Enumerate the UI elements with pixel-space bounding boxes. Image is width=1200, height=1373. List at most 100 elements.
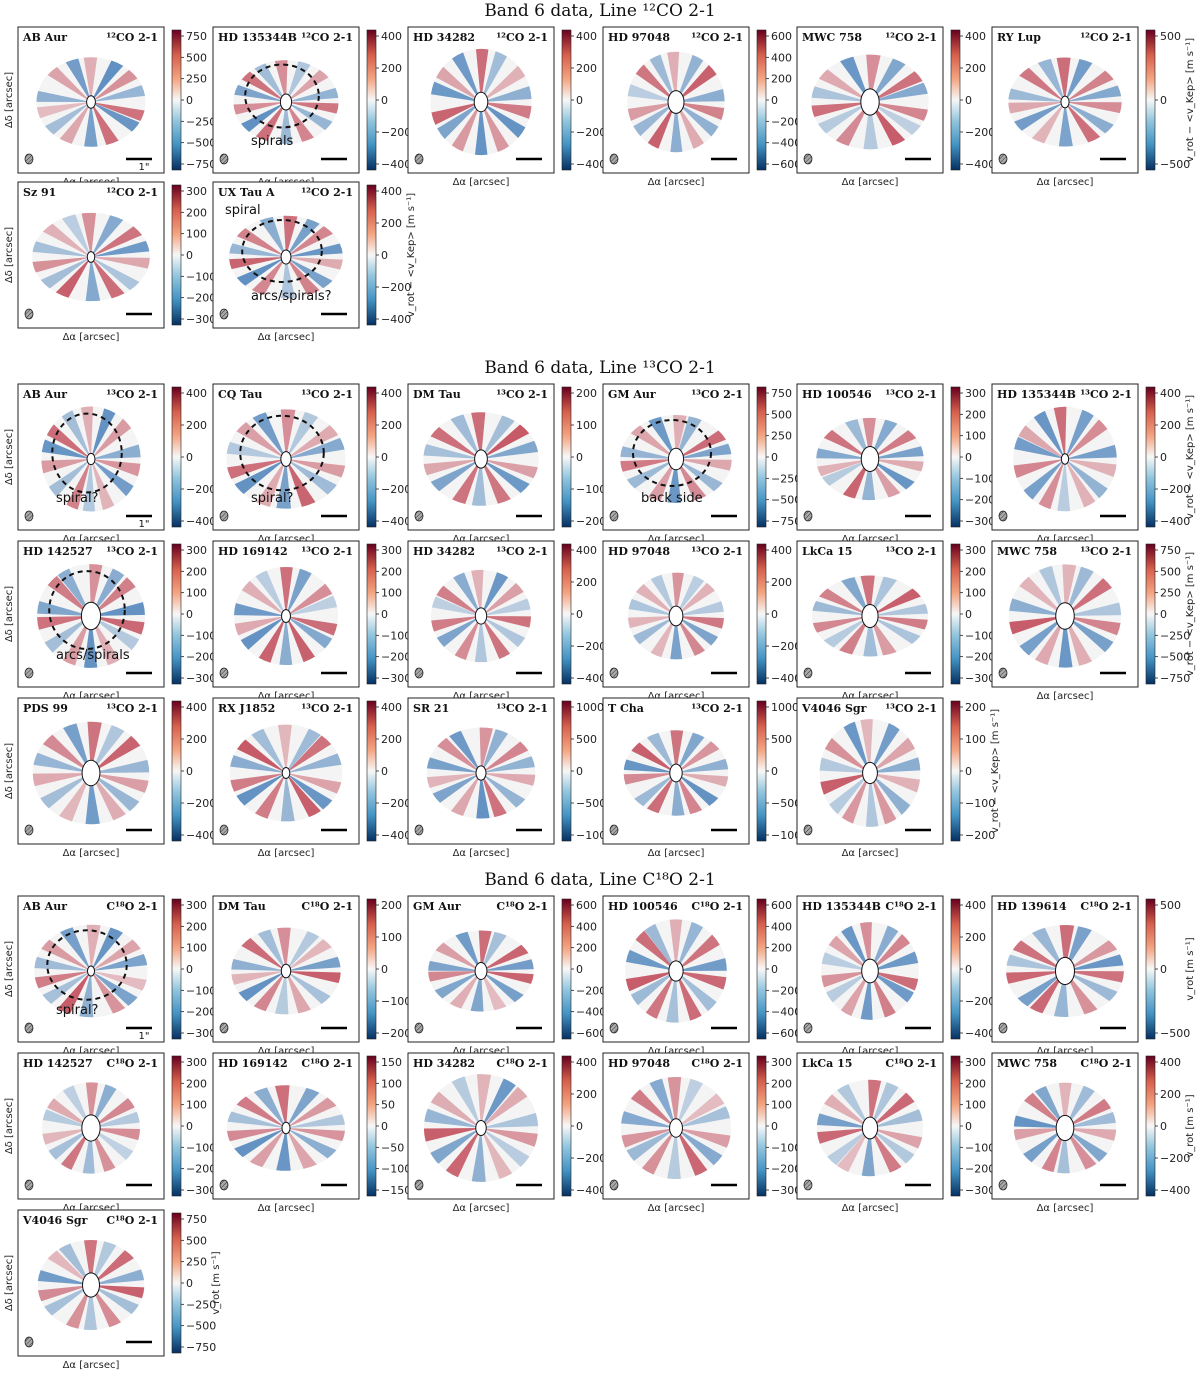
velocity-lobe bbox=[870, 773, 897, 825]
colorbar-tick-label: 400 bbox=[965, 30, 986, 43]
velocity-lobe bbox=[286, 595, 338, 616]
panel-source-name: HD 97048 bbox=[608, 31, 670, 44]
colorbar-tick-label: −500 bbox=[1160, 651, 1190, 664]
velocity-lobe bbox=[277, 927, 291, 971]
velocity-lobe bbox=[627, 616, 676, 629]
velocity-lobe bbox=[645, 971, 676, 1019]
velocity-lobe bbox=[676, 54, 704, 102]
velocity-lobe bbox=[481, 572, 509, 616]
velocity-lobe bbox=[60, 927, 91, 971]
colorbar-tick-label: −400 bbox=[576, 158, 606, 171]
x-axis-label: Δα [arcsec] bbox=[842, 691, 899, 702]
velocity-lobe bbox=[676, 430, 726, 459]
dashed-feature bbox=[631, 419, 713, 487]
velocity-lobe bbox=[481, 616, 526, 648]
velocity-lobe bbox=[286, 102, 333, 131]
colorbar-tick-label: 100 bbox=[186, 942, 207, 955]
panel: HD 34282 C¹⁸O 2-1 Δα [arcsec] 400 200 0 −200 −4… bbox=[407, 1052, 606, 1214]
inner-mask bbox=[475, 1120, 487, 1136]
beam bbox=[609, 510, 619, 522]
velocity-lobe bbox=[91, 971, 147, 991]
velocity-lobe bbox=[1033, 410, 1065, 459]
beam bbox=[24, 824, 34, 836]
velocity-lobe bbox=[286, 773, 342, 794]
velocity-lobe bbox=[666, 971, 679, 1023]
inner-mask bbox=[474, 449, 488, 469]
panel-source-name: MWC 758 bbox=[997, 545, 1057, 558]
velocity-lobe bbox=[481, 1128, 530, 1167]
colorbar-tick-label: 100 bbox=[186, 1099, 207, 1112]
colorbar-tick-label: 400 bbox=[381, 387, 402, 400]
velocity-lobe bbox=[630, 425, 676, 459]
colorbar-tick-label: −200 bbox=[186, 1006, 216, 1019]
velocity-lobe bbox=[870, 1128, 923, 1149]
velocity-lobe bbox=[1065, 1098, 1112, 1128]
velocity-lobe bbox=[91, 1269, 145, 1285]
panel-source-name: SR 21 bbox=[413, 702, 449, 715]
velocity-lobe bbox=[1019, 67, 1065, 102]
panel-annotation: spiral? bbox=[56, 1003, 98, 1018]
velocity-lobe bbox=[471, 412, 486, 459]
panel-line-label: ¹³CO 2-1 bbox=[106, 702, 158, 715]
velocity-lobe bbox=[286, 773, 333, 810]
panel: HD 34282 ¹³CO 2-1 Δα [arcsec] 400 200 0 −200 −4… bbox=[407, 540, 606, 702]
colorbar-tick-label: −400 bbox=[1160, 515, 1190, 528]
velocity-lobe bbox=[1059, 925, 1075, 971]
velocity-lobe bbox=[82, 459, 95, 512]
panel-annotation: spiral bbox=[225, 203, 261, 218]
velocity-lobe bbox=[621, 1111, 676, 1128]
velocity-lobe bbox=[286, 773, 321, 818]
colorbar-tick-label: −200 bbox=[771, 984, 801, 997]
panel-line-label: ¹³CO 2-1 bbox=[496, 702, 548, 715]
velocity-lobe bbox=[286, 1128, 337, 1159]
velocity-lobe bbox=[819, 757, 870, 773]
panel-line-label: ¹³CO 2-1 bbox=[885, 702, 937, 715]
panel-annotation: arcs/spirals bbox=[56, 648, 130, 663]
velocity-lobe bbox=[647, 459, 676, 502]
panel-line-label: ¹²CO 2-1 bbox=[691, 31, 743, 44]
panel: MWC 758 ¹²CO 2-1 Δα [arcsec] 400 200 0 −200 −40… bbox=[796, 26, 995, 188]
velocity-lobe bbox=[646, 773, 676, 814]
velocity-lobe bbox=[676, 102, 725, 120]
panel-line-label: ¹³CO 2-1 bbox=[691, 702, 743, 715]
colorbar-tick-label: −200 bbox=[965, 1163, 995, 1176]
velocity-lobe bbox=[286, 931, 320, 971]
velocity-lobe bbox=[870, 616, 928, 630]
velocity-lobe bbox=[870, 1092, 915, 1128]
inner-mask bbox=[474, 607, 488, 625]
colorbar-tick-label: −750 bbox=[186, 1341, 216, 1354]
dashed-feature bbox=[241, 219, 323, 283]
velocity-lobe bbox=[1065, 85, 1122, 102]
panel-source-name: HD 135344B bbox=[218, 31, 297, 44]
colorbar bbox=[171, 386, 182, 528]
x-axis-label: Δα [arcsec] bbox=[258, 1046, 315, 1057]
velocity-lobe bbox=[226, 441, 286, 459]
velocity-lobe bbox=[451, 102, 481, 152]
velocity-lobe bbox=[676, 971, 727, 990]
velocity-lobe bbox=[286, 616, 333, 649]
colorbar-tick-label: 0 bbox=[186, 249, 193, 262]
colorbar-tick-label: 100 bbox=[965, 430, 986, 443]
velocity-lobe bbox=[1037, 58, 1065, 102]
velocity-lobe bbox=[45, 102, 91, 135]
colorbar bbox=[366, 1055, 377, 1197]
velocity-lobe bbox=[40, 257, 91, 289]
panel: GM Aur ¹³CO 2-1 back side Δα [arcsec] 750 500… bbox=[602, 383, 801, 545]
velocity-lobe bbox=[286, 616, 316, 663]
colorbar-tick-label: 0 bbox=[576, 765, 583, 778]
velocity-lobe bbox=[91, 616, 120, 666]
inner-mask bbox=[861, 958, 879, 984]
velocity-lobe bbox=[1014, 436, 1065, 459]
velocity-lobe bbox=[437, 102, 481, 139]
colorbar-label: v_rot − <v_Kep> [m s⁻¹] bbox=[990, 709, 1001, 833]
panel-line-label: C¹⁸O 2-1 bbox=[885, 900, 937, 913]
velocity-lobe bbox=[481, 102, 532, 119]
velocity-lobe bbox=[481, 459, 511, 504]
velocity-lobe bbox=[478, 930, 492, 971]
beam bbox=[219, 824, 229, 836]
velocity-lobe bbox=[286, 425, 339, 459]
panel-source-name: HD 135344B bbox=[997, 388, 1076, 401]
panel-source-name: HD 135344B bbox=[802, 900, 881, 913]
velocity-lobe bbox=[870, 1128, 915, 1164]
velocity-lobe bbox=[61, 410, 91, 459]
